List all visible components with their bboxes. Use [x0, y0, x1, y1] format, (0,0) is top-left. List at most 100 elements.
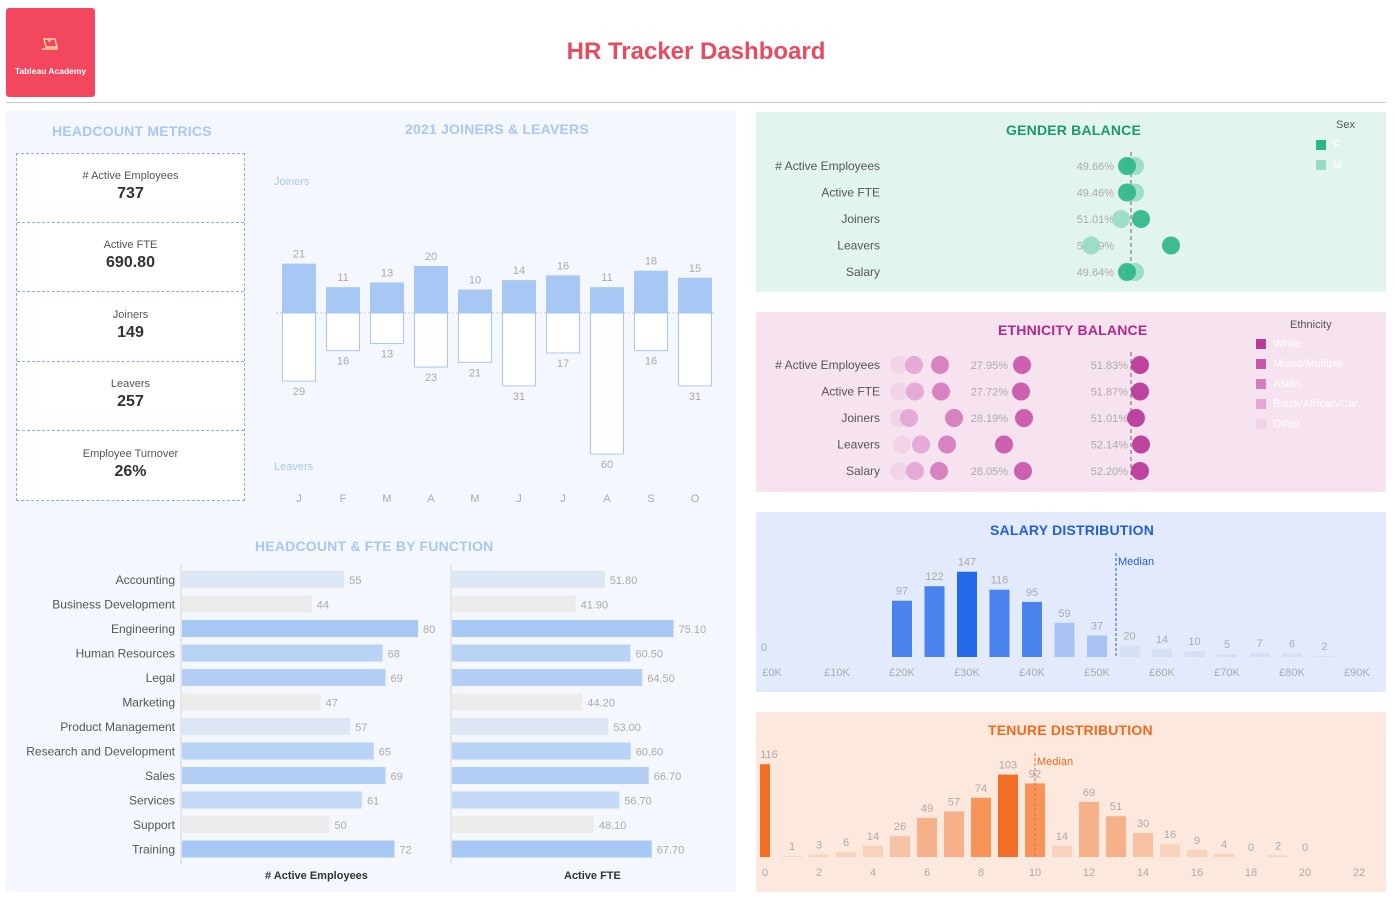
salary-chart[interactable]: 0 97 122 147 116 95 59 37 20 14 10 5 7 6 2 £0K £10K £20K £…: [756, 545, 1386, 690]
salary-value-label: 10: [1188, 636, 1200, 648]
fte-bar: [452, 693, 583, 711]
ethnicity-row-label: # Active Employees: [775, 358, 880, 372]
function-chart[interactable]: Accounting 55 51.80 Business Development 44 4…: [10, 565, 730, 887]
joiners-axis-label: Joiners: [274, 176, 310, 188]
ethnicity-dot: [1013, 356, 1031, 374]
salary-value-label: 7: [1256, 638, 1262, 650]
fte-value-label: 48.10: [599, 820, 627, 832]
leavers-value-label: 16: [337, 356, 349, 368]
gender-chart[interactable]: # Active Employees 49.66% Active FTE 49.46%…: [756, 150, 1296, 285]
legend-item-white[interactable]: White: [1256, 338, 1301, 350]
tableau-academy-logo[interactable]: Tableau Academy: [6, 8, 95, 97]
leavers-bar: [326, 312, 360, 352]
ethnicity-dot: [912, 435, 930, 454]
ethnicity-dot: [930, 462, 948, 480]
gender-pct-label: 49.46%: [1077, 188, 1115, 200]
joiners-value-label: 16: [557, 260, 569, 272]
ethnicity-white-pct-label: 51.01%: [1091, 413, 1129, 425]
ethnicity-mid-pct-label: 27.95%: [971, 360, 1009, 372]
ethnicity-dot: [945, 409, 963, 427]
legend-label: White: [1273, 338, 1302, 350]
legend-item-m[interactable]: M: [1316, 159, 1342, 171]
employees-bar: [182, 644, 383, 662]
salary-bar: [1054, 622, 1075, 657]
joiners-bar: [546, 275, 580, 313]
leavers-axis-label: Leavers: [274, 461, 314, 473]
kpi-box: # Active Employees 737 Active FTE 690.80…: [16, 153, 245, 501]
joiners-value-label: 10: [469, 275, 481, 287]
employees-value-label: 44: [317, 600, 329, 612]
tenure-bar: [782, 856, 802, 857]
tenure-bar: [1133, 833, 1153, 857]
tenure-bar: [836, 852, 856, 857]
joiners-leavers-chart[interactable]: 21 29 J 11 16 F 13 13 M 20 23 A 10 21 M 14 31 J 16 17 J 11 60 A…: [270, 240, 730, 510]
salary-x-tick: £50K: [1084, 667, 1110, 679]
ethnicity-dot: [1015, 409, 1033, 427]
legend-item-black[interactable]: Black/African/Car..: [1256, 398, 1363, 410]
ethnicity-dot: [905, 356, 923, 374]
ethnicity-dot: [938, 435, 956, 454]
joiners-bar: [414, 266, 448, 313]
kpi-label: # Active Employees: [82, 170, 179, 182]
function-label: Accounting: [116, 573, 175, 587]
employees-bar: [182, 620, 418, 637]
gender-pct-label: 49.64%: [1077, 267, 1115, 279]
kpi-leavers[interactable]: Leavers 257: [17, 362, 244, 431]
ethnicity-panel: [756, 312, 1386, 492]
employees-bar: [182, 595, 312, 613]
ethnicity-dot: [1131, 382, 1149, 401]
salary-median-label: Median: [1118, 556, 1154, 568]
tenure-bar: [1268, 855, 1288, 857]
fte-bar: [452, 840, 652, 858]
function-label: Research and Development: [26, 745, 175, 759]
kpi-joiners[interactable]: Joiners 149: [17, 293, 244, 362]
salary-x-tick: £10K: [824, 667, 850, 679]
leavers-value-label: 31: [689, 391, 701, 403]
leavers-bar: [590, 312, 624, 455]
employees-value-label: 69: [391, 673, 403, 685]
function-label: Product Management: [60, 720, 175, 734]
salary-x-tick: £60K: [1149, 667, 1175, 679]
kpi-active-fte[interactable]: Active FTE 690.80: [17, 223, 244, 292]
kpi-employee-turnover[interactable]: Employee Turnover 26%: [17, 432, 244, 501]
tenure-value-label: 6: [843, 837, 849, 849]
ethnicity-chart[interactable]: # Active Employees 27.95% 51.83% Active FTE…: [756, 350, 1196, 485]
male-dot: [1082, 236, 1100, 255]
ethnicity-row-label: Active FTE: [821, 385, 880, 399]
salary-bar: [1152, 648, 1172, 657]
female-dot: [1118, 183, 1136, 202]
ethnicity-dot: [890, 382, 908, 401]
gender-panel: [756, 112, 1386, 292]
ethnicity-legend-title: Ethnicity: [1290, 319, 1332, 331]
tenure-value-label: 14: [867, 831, 879, 843]
employees-value-label: 72: [399, 845, 411, 857]
ethnicity-dot: [1127, 409, 1145, 427]
salary-value-label: 6: [1289, 639, 1295, 651]
joiners-bar: [502, 280, 536, 313]
month-tick-label: M: [382, 493, 391, 505]
tenure-value-label: 74: [975, 783, 987, 795]
function-label: Marketing: [122, 696, 175, 710]
gender-pct-label: 49.66%: [1077, 161, 1115, 173]
legend-item-other[interactable]: Other: [1256, 418, 1301, 430]
tenure-x-tick: 6: [924, 867, 930, 879]
function-label: Human Resources: [76, 647, 175, 661]
female-dot: [1118, 157, 1136, 175]
tenure-bar: [890, 836, 910, 857]
joiners-value-label: 14: [513, 265, 525, 277]
legend-label: Other: [1273, 418, 1301, 430]
month-tick-label: M: [470, 493, 479, 505]
legend-item-mixed[interactable]: Mixed/Multiple: [1256, 358, 1343, 370]
leavers-bar: [546, 312, 580, 354]
kpi-active-employees[interactable]: # Active Employees 737: [17, 154, 244, 223]
month-tick-label: S: [647, 493, 654, 505]
gender-row-label: Joiners: [841, 212, 880, 226]
legend-item-f[interactable]: F: [1316, 139, 1340, 151]
fte-bar: [452, 791, 620, 809]
legend-item-asian[interactable]: Asian: [1256, 378, 1301, 390]
tenure-value-label: 116: [760, 749, 778, 761]
joiners-bar: [282, 263, 316, 313]
swatch-asian: [1256, 379, 1266, 389]
